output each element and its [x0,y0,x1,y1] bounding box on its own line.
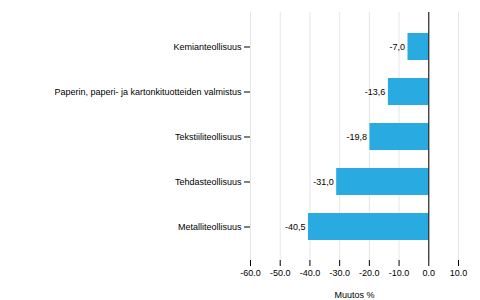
svg-text:-30.0: -30.0 [329,268,350,278]
svg-text:Kemianteollisuus: Kemianteollisuus [173,42,242,52]
svg-text:-31,0: -31,0 [313,177,334,187]
svg-text:-50.0: -50.0 [270,268,291,278]
svg-text:-10.0: -10.0 [389,268,410,278]
svg-text:-40.0: -40.0 [300,268,321,278]
svg-text:Tehdasteollisuus: Tehdasteollisuus [175,177,242,187]
svg-text:Metalliteollisuus: Metalliteollisuus [178,222,242,232]
svg-text:0.0: 0.0 [423,268,436,278]
svg-text:-40,5: -40,5 [285,222,306,232]
svg-text:-13,6: -13,6 [365,87,386,97]
svg-text:Tekstiiliteollisuus: Tekstiiliteollisuus [175,132,242,142]
svg-text:-20.0: -20.0 [359,268,380,278]
svg-text:-60.0: -60.0 [240,268,261,278]
svg-text:-19,8: -19,8 [346,132,367,142]
svg-text:-7,0: -7,0 [389,42,405,52]
svg-text:Muutos %: Muutos % [334,290,374,300]
svg-text:Paperin, paperi- ja kartonkitu: Paperin, paperi- ja kartonkituotteiden v… [54,87,242,97]
svg-text:10.0: 10.0 [450,268,468,278]
